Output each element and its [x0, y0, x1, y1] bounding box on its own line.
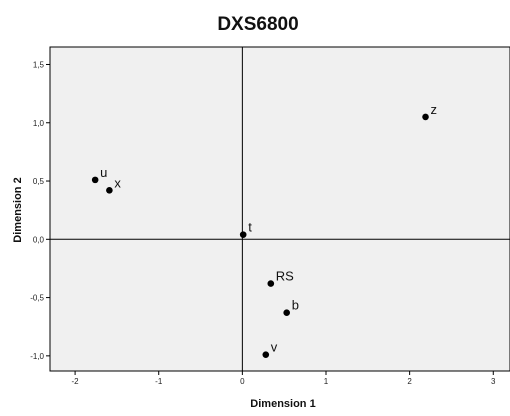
data-points: z ux t RS b v [91, 102, 438, 358]
data-point [91, 176, 99, 184]
x-tick-label: 3 [491, 377, 496, 386]
data-point-label: x [114, 175, 121, 190]
data-point-label: t [248, 220, 252, 235]
x-tick-label: -2 [72, 377, 80, 386]
y-axis-label: Dimension 2 [12, 177, 24, 242]
data-point-label: b [292, 298, 299, 313]
data-point [422, 113, 429, 121]
y-axis-ticks: 1,5 1,0 0,5 0,0 -0,5 -1,0 [30, 60, 50, 361]
plot-area [49, 46, 510, 372]
x-tick-label: 0 [240, 377, 245, 386]
data-point-label: v [271, 340, 278, 355]
data-point [267, 280, 275, 287]
x-tick-label: 1 [324, 377, 329, 386]
y-tick-label: -1,0 [30, 352, 44, 361]
reference-lines [50, 47, 510, 371]
data-point [262, 351, 270, 358]
data-point-label: z [431, 102, 438, 117]
y-tick-label: 1,0 [33, 119, 45, 128]
y-tick-label: -0,5 [30, 294, 44, 303]
data-point [239, 231, 247, 238]
data-point [106, 187, 113, 194]
x-tick-label: 2 [407, 377, 412, 386]
y-tick-label: 1,5 [33, 60, 45, 69]
chart-title: DXS6800 [217, 14, 298, 35]
x-axis-label: Dimension 1 [250, 398, 315, 410]
data-point [283, 309, 290, 317]
data-point-label: RS [276, 269, 294, 284]
y-tick-label: 0,0 [33, 235, 45, 244]
data-point-label: u [100, 165, 107, 180]
x-tick-label: -1 [155, 377, 163, 386]
y-tick-label: 0,5 [33, 177, 45, 186]
x-axis-ticks: -2 -1 0 1 2 3 [72, 371, 496, 386]
